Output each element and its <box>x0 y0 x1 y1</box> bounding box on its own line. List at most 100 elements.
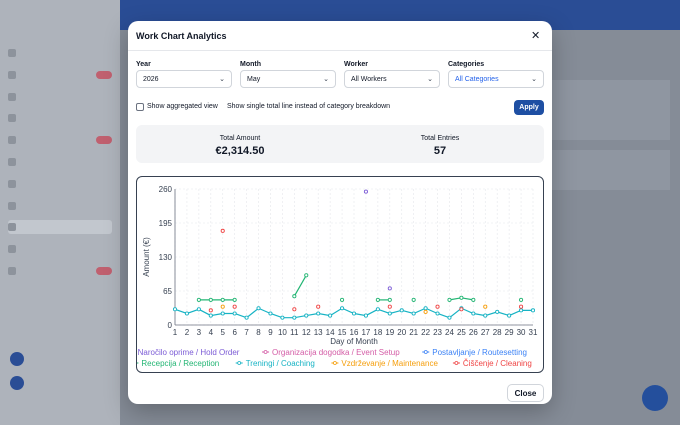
y-tick-label: 65 <box>163 287 172 296</box>
aggregated-view-checkbox[interactable] <box>136 103 144 111</box>
background-nav-item <box>8 242 112 256</box>
total-entries-label: Total Entries <box>420 135 460 142</box>
background-nav-item <box>8 264 112 278</box>
categories-select[interactable]: All Categories ⌄ <box>448 70 544 88</box>
x-tick-label: 20 <box>397 328 406 337</box>
series-line <box>293 275 307 297</box>
close-icon[interactable]: ✕ <box>531 30 541 42</box>
background-nav-item <box>8 220 112 234</box>
legend-label: Čiščenje / Cleaning <box>463 359 532 368</box>
year-select[interactable]: 2026 ⌄ <box>136 70 232 88</box>
x-tick-label: 3 <box>197 328 202 337</box>
data-point <box>375 307 380 312</box>
x-tick-label: 23 <box>433 328 442 337</box>
data-point <box>363 313 368 318</box>
month-select[interactable]: May ⌄ <box>240 70 336 88</box>
data-point <box>519 308 524 313</box>
data-point <box>530 308 536 313</box>
total-entries-value: 57 <box>433 145 447 157</box>
x-tick-label: 1 <box>173 328 178 337</box>
y-axis-label: Amount (€) <box>142 237 151 277</box>
data-point <box>232 297 237 302</box>
categories-label: Categories <box>448 61 485 68</box>
work-chart-analytics-modal: Work Chart Analytics ✕ Year Month Worker… <box>127 21 552 404</box>
data-point <box>208 313 213 318</box>
close-button[interactable]: Close <box>507 384 544 402</box>
x-tick-label: 6 <box>232 328 237 337</box>
x-tick-label: 9 <box>268 328 273 337</box>
x-tick-label: 22 <box>421 328 430 337</box>
legend-label: Naročilo oprime / Hold Order <box>138 348 240 357</box>
y-tick-label: 195 <box>159 219 173 228</box>
data-point <box>196 297 201 302</box>
x-tick-label: 29 <box>505 328 514 337</box>
data-point <box>184 311 189 316</box>
data-point <box>280 315 285 320</box>
data-point <box>220 311 225 316</box>
total-amount-value: €2,314.50 <box>215 145 265 157</box>
x-tick-label: 7 <box>244 328 249 337</box>
background-nav-item <box>8 111 112 125</box>
data-point <box>292 307 297 312</box>
data-point <box>292 294 297 299</box>
data-point <box>244 315 249 320</box>
chart-container: 0 65 130 195 260 1 2 3 4 5 6 7 8 9 10 11 12 13 14 15 16 17 18 1… <box>127 176 544 373</box>
x-tick-label: 16 <box>350 328 359 337</box>
modal-title: Work Chart Analytics <box>136 31 227 41</box>
data-point <box>256 306 261 311</box>
legend-label: Treningi / Coaching <box>246 359 315 368</box>
data-point <box>387 286 392 291</box>
x-tick-label: 24 <box>445 328 454 337</box>
x-tick-label: 13 <box>314 328 323 337</box>
x-tick-label: 8 <box>256 328 261 337</box>
x-axis-label: Day of Month <box>330 337 378 346</box>
x-tick-label: 31 <box>529 328 538 337</box>
chevron-down-icon: ⌄ <box>219 76 225 83</box>
legend-label: Vzdrževanje / Maintenance <box>341 359 438 368</box>
data-point <box>196 307 201 312</box>
worker-select-value: All Workers <box>351 76 387 83</box>
data-point <box>387 297 392 302</box>
legend-marker <box>263 350 268 354</box>
background-card <box>550 80 670 140</box>
background-card <box>550 150 670 190</box>
data-point <box>304 313 309 318</box>
data-point <box>435 304 440 309</box>
data-point <box>220 228 225 233</box>
x-tick-label: 12 <box>302 328 311 337</box>
y-tick-label: 130 <box>159 253 173 262</box>
data-point <box>483 304 488 309</box>
data-point <box>495 309 500 314</box>
data-point <box>459 307 464 312</box>
background-nav-item <box>8 133 112 147</box>
x-tick-label: 18 <box>373 328 382 337</box>
legend-marker <box>237 361 242 365</box>
total-amount-label: Total Amount <box>219 135 261 142</box>
year-label: Year <box>136 61 151 68</box>
chevron-down-icon: ⌄ <box>323 76 329 83</box>
y-tick-label: 0 <box>168 321 173 330</box>
data-point <box>471 297 476 302</box>
data-point <box>423 306 428 311</box>
x-tick-label: 28 <box>493 328 502 337</box>
apply-button[interactable]: Apply <box>514 100 544 115</box>
x-tick-label: 14 <box>326 328 335 337</box>
legend-label: Postavljanje / Routesetting <box>432 348 527 357</box>
background-avatar <box>10 352 24 366</box>
legend-marker <box>454 361 459 365</box>
data-point <box>423 309 428 314</box>
stats-panel: Total Amount €2,314.50 Total Entries 57 <box>136 125 544 163</box>
data-point <box>399 308 404 313</box>
data-point <box>411 297 416 302</box>
data-point <box>507 313 512 318</box>
worker-select[interactable]: All Workers ⌄ <box>344 70 440 88</box>
data-point <box>208 297 213 302</box>
background-nav-item <box>8 155 112 169</box>
data-point <box>232 304 237 309</box>
x-tick-label: 10 <box>278 328 287 337</box>
data-point <box>519 304 524 309</box>
year-select-value: 2026 <box>143 76 159 83</box>
data-point <box>375 297 380 302</box>
background-sidebar <box>0 0 120 425</box>
data-point <box>387 304 392 309</box>
